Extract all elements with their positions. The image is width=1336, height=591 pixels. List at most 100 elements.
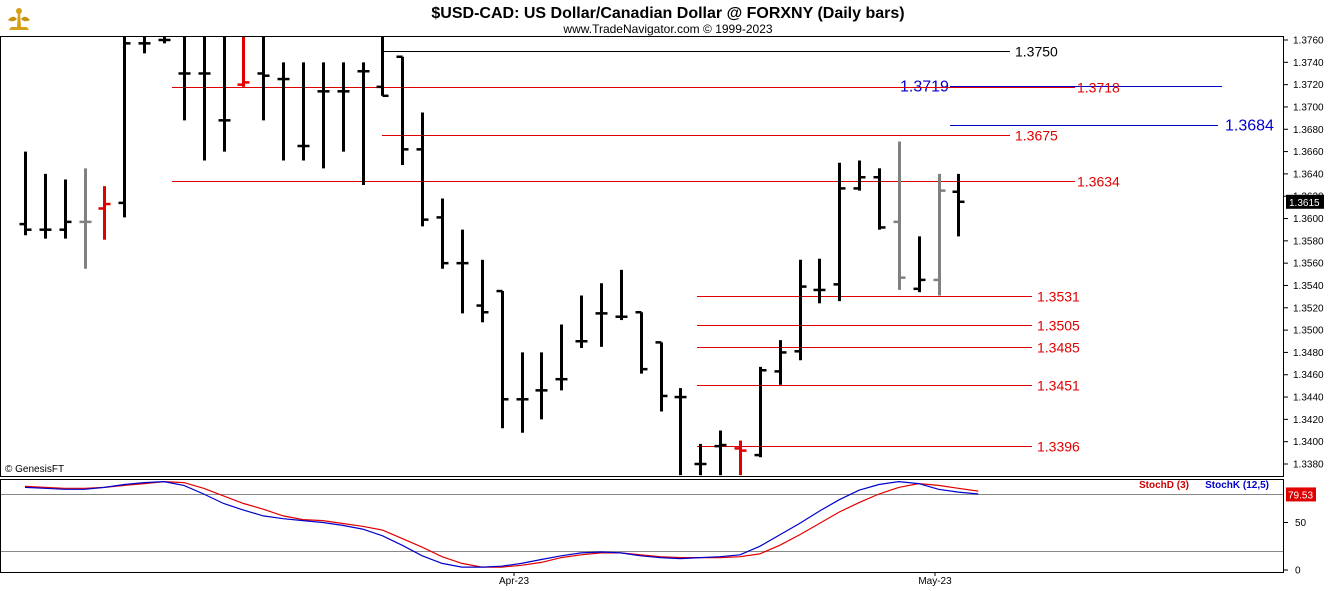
ohlc-bar (615, 269, 628, 321)
stochk-line (24, 480, 979, 568)
ohlc-bar (714, 430, 727, 476)
ohlc-bar (376, 37, 389, 98)
stochd-legend: StochD (3) (1139, 480, 1189, 491)
stoch-tick-label: 50 (1295, 518, 1307, 529)
ohlc-bar (952, 173, 965, 237)
ohlc-bar (118, 37, 131, 218)
price-tick-label: 1.3600 (1293, 214, 1324, 225)
last-price-label: 1.3615 (1289, 198, 1320, 209)
level-label-1.3718: 1.3718 (1077, 80, 1120, 96)
price-tick-label: 1.3400 (1293, 437, 1324, 448)
price-tick-label: 1.3380 (1293, 460, 1324, 471)
ohlc-bar (138, 37, 151, 54)
level-label-1.3451: 1.3451 (1037, 378, 1080, 394)
price-tick-label: 1.3760 (1293, 36, 1324, 47)
stoch-tick-label: 0 (1295, 566, 1301, 577)
ohlc-bar (416, 112, 429, 227)
ohlc-bar (317, 62, 330, 169)
price-bars (19, 37, 965, 476)
level-label-1.3505: 1.3505 (1037, 318, 1080, 334)
ohlc-bar (436, 198, 449, 269)
price-tick-label: 1.3700 (1293, 102, 1324, 113)
chart-title: $USD-CAD: US Dollar/Canadian Dollar @ FO… (431, 5, 904, 22)
ohlc-bar (59, 179, 72, 239)
bull-bear-logo-icon (4, 8, 32, 32)
chart-subtitle: www.TradeNavigator.com © 1999-2023 (562, 22, 772, 36)
level-label-1.3531: 1.3531 (1037, 289, 1080, 305)
level-label-1.3485: 1.3485 (1037, 340, 1080, 356)
price-tick-label: 1.3440 (1293, 393, 1324, 404)
ohlc-bar (535, 352, 548, 420)
price-tick-label: 1.3540 (1293, 281, 1324, 292)
ohlc-bar (178, 37, 191, 121)
price-tick-label: 1.3660 (1293, 147, 1324, 158)
price-tick-label: 1.3520 (1293, 303, 1324, 314)
ohlc-bar (257, 37, 270, 121)
price-tick-label: 1.3560 (1293, 259, 1324, 270)
stochk-legend: StochK (12,5) (1205, 480, 1269, 491)
ohlc-bar (595, 283, 608, 347)
ohlc-bar (575, 295, 588, 348)
stoch-panel-frame (0, 479, 1284, 573)
ohlc-bar (694, 443, 707, 476)
ohlc-bar (297, 62, 310, 161)
ohlc-bar (794, 259, 807, 361)
ohlc-bar (237, 37, 250, 87)
last-price-marker (1286, 194, 1324, 209)
level-label-1.3396: 1.3396 (1037, 439, 1080, 455)
ohlc-bar (655, 341, 668, 412)
ohlc-bar (516, 352, 529, 433)
price-tick-label: 1.3480 (1293, 348, 1324, 359)
ohlc-bar (198, 37, 211, 161)
price-panel-frame (0, 36, 1284, 477)
date-axis: Apr-23 May-23 (499, 572, 952, 587)
stoch-last-marker (1286, 487, 1316, 502)
copyright-label: © GenesisFT (5, 464, 64, 475)
ohlc-bar (754, 366, 767, 458)
ohlc-bar (98, 186, 111, 240)
stoch-lines (24, 480, 979, 568)
ohlc-bar (277, 62, 290, 161)
price-axis: 1.3760 1.3740 1.3720 1.3700 1.3680 1.3660 1.36… (1283, 36, 1324, 471)
ohlc-bar (933, 173, 946, 296)
ohlc-bar (396, 55, 409, 165)
price-tick-label: 1.3640 (1293, 169, 1324, 180)
ohlc-bar (456, 229, 469, 314)
ohlc-bar (555, 324, 568, 391)
logo-group (4, 8, 32, 32)
ohlc-bar (79, 168, 92, 269)
ohlc-bar (635, 311, 648, 374)
stoch-axis: 50 0 79.53 (1, 487, 1316, 577)
ohlc-bar (476, 259, 489, 323)
stochd-line (24, 480, 979, 568)
ohlc-bar (39, 173, 52, 239)
price-tick-label: 1.3420 (1293, 415, 1324, 426)
ohlc-bar (813, 258, 826, 304)
level-label-1.3750: 1.3750 (1015, 44, 1058, 60)
ohlc-bar (833, 162, 846, 302)
ohlc-bar (674, 388, 687, 476)
ohlc-bar (19, 151, 32, 236)
level-label-1.3684: 1.3684 (1225, 118, 1274, 135)
date-label-apr: Apr-23 (499, 576, 529, 587)
stoch-last-label: 79.53 (1288, 490, 1313, 501)
price-tick-label: 1.3720 (1293, 80, 1324, 91)
ohlc-bar (893, 141, 906, 290)
ohlc-bar (337, 62, 350, 152)
ohlc-bar (218, 37, 231, 152)
ohlc-bar (734, 440, 747, 476)
ohlc-bar (774, 340, 787, 385)
price-tick-label: 1.3460 (1293, 370, 1324, 381)
ohlc-bar (496, 289, 509, 429)
ohlc-bar (853, 160, 866, 191)
ohlc-bar (357, 62, 370, 186)
price-tick-label: 1.3500 (1293, 326, 1324, 337)
ohlc-bar (913, 236, 926, 293)
level-label-1.3634: 1.3634 (1077, 174, 1120, 190)
ohlc-bar (158, 37, 171, 44)
price-tick-label: 1.3740 (1293, 58, 1324, 69)
ohlc-bar (873, 168, 886, 230)
